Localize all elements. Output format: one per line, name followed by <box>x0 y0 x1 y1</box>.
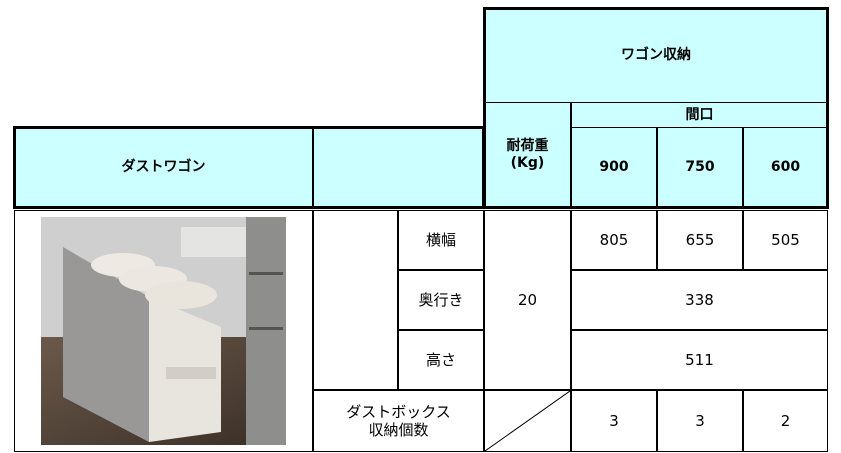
blank-cell <box>313 210 398 390</box>
width-header: 900 <box>571 127 657 208</box>
diagonal <box>485 391 570 451</box>
diagonal-cell <box>484 390 571 452</box>
product-cell: ダストワゴン <box>14 127 313 208</box>
value-cell: 3 <box>571 390 657 452</box>
image-cell <box>14 210 313 452</box>
width-header: 600 <box>743 127 828 208</box>
value-cell: 805 <box>571 210 657 270</box>
load-label: 耐荷重 (Kg) <box>484 102 571 208</box>
row-label: ダストボックス 収納個数 <box>313 390 484 452</box>
value-cell: 338 <box>571 270 828 330</box>
value-cell: 511 <box>571 330 828 390</box>
load-value: 20 <box>484 210 571 390</box>
width-label: 間口 <box>571 102 828 128</box>
value-cell: 2 <box>743 390 828 452</box>
value-cell: 505 <box>743 210 828 270</box>
row-label: 横幅 <box>398 210 484 270</box>
title-cell: ワゴン収納 <box>484 8 828 103</box>
row-label: 高さ <box>398 330 484 390</box>
value-cell: 3 <box>657 390 743 452</box>
blank-header <box>313 127 484 208</box>
value-cell: 655 <box>657 210 743 270</box>
product-image <box>41 217 286 445</box>
width-header: 750 <box>657 127 743 208</box>
row-label: 奥行き <box>398 270 484 330</box>
